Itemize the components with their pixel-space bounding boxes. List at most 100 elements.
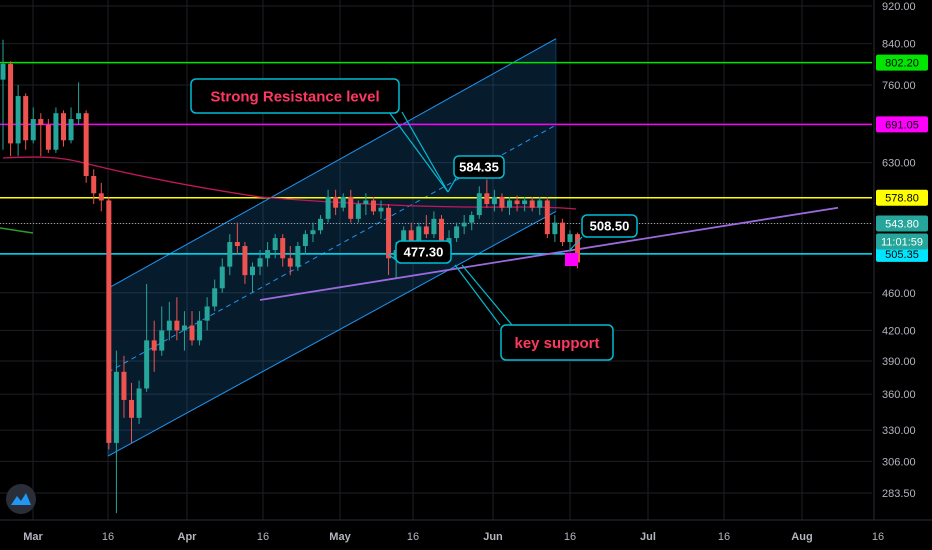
candle[interactable]: [144, 283, 150, 392]
candle[interactable]: [8, 61, 14, 157]
candle[interactable]: [469, 211, 475, 231]
support-trendline: [259, 206, 839, 301]
candle[interactable]: [106, 196, 112, 450]
candle[interactable]: [30, 107, 36, 144]
price-axis[interactable]: 920.00 840.00 760.00 691.05 630.00 578.80 543.…: [873, 0, 928, 520]
candle[interactable]: [522, 196, 528, 212]
candle[interactable]: [83, 110, 89, 183]
candle-body: [189, 325, 195, 341]
candle[interactable]: [280, 234, 286, 267]
candle[interactable]: [136, 380, 142, 424]
candle-body: [113, 371, 119, 443]
candle[interactable]: [287, 246, 293, 276]
candle[interactable]: [60, 110, 66, 147]
time-axis[interactable]: Mar 16 Apr 16 May 16 Jun 16 Jul 16 Aug 16: [0, 519, 932, 543]
price-tick-label: 920.00: [882, 1, 916, 13]
candle[interactable]: [174, 297, 180, 341]
candle[interactable]: [219, 258, 225, 293]
candle[interactable]: [514, 195, 520, 212]
price-marker-477[interactable]: 477.30: [395, 240, 452, 264]
candle[interactable]: [567, 230, 573, 252]
candle[interactable]: [318, 215, 324, 235]
candle[interactable]: [159, 306, 165, 356]
tradingview-logo-icon[interactable]: [6, 484, 36, 514]
candle-body: [514, 200, 520, 205]
candle[interactable]: [325, 189, 331, 223]
candle[interactable]: [45, 119, 51, 153]
candle[interactable]: [386, 204, 392, 276]
candle[interactable]: [91, 169, 97, 205]
candle[interactable]: [484, 179, 490, 208]
candle[interactable]: [529, 196, 535, 212]
candle[interactable]: [461, 215, 467, 235]
candle[interactable]: [151, 320, 157, 372]
candle[interactable]: [98, 182, 104, 212]
candle[interactable]: [234, 222, 240, 255]
price-marker-508-text: 508.50: [590, 219, 630, 234]
candle[interactable]: [181, 311, 187, 351]
support-callout[interactable]: key support: [500, 324, 614, 361]
candle[interactable]: [476, 186, 482, 219]
candle[interactable]: [491, 189, 497, 212]
price-marker-584[interactable]: 584.35: [453, 155, 505, 179]
candle[interactable]: [363, 193, 369, 216]
candle[interactable]: [212, 279, 218, 312]
candle[interactable]: [370, 196, 376, 216]
candle[interactable]: [295, 242, 301, 271]
candle-body: [129, 399, 135, 418]
time-tick-label: Mar: [23, 531, 43, 543]
annotations[interactable]: Strong Resistance level key support 584.35…: [190, 78, 638, 361]
candle[interactable]: [15, 85, 21, 157]
candle-body: [83, 113, 89, 176]
candle[interactable]: [113, 350, 119, 514]
candle[interactable]: [333, 189, 339, 216]
candle[interactable]: [129, 382, 135, 443]
candle[interactable]: [507, 196, 513, 216]
candle[interactable]: [552, 215, 558, 243]
candle[interactable]: [68, 107, 74, 144]
candle[interactable]: [355, 200, 361, 223]
candle-body: [552, 222, 558, 235]
green-ma-fragment: [0, 227, 34, 234]
candle[interactable]: [454, 222, 460, 243]
candle[interactable]: [559, 218, 565, 247]
candle[interactable]: [38, 113, 44, 157]
candle[interactable]: [310, 222, 316, 243]
candle[interactable]: [249, 262, 255, 293]
candle[interactable]: [499, 193, 505, 212]
candle[interactable]: [431, 211, 437, 239]
candle-body: [159, 330, 165, 351]
candle-body: [333, 196, 339, 208]
candle[interactable]: [166, 301, 172, 341]
candle[interactable]: [53, 107, 59, 153]
candle[interactable]: [378, 200, 384, 219]
candle-body: [416, 226, 422, 243]
candle[interactable]: [76, 82, 82, 126]
candle[interactable]: [423, 215, 429, 239]
price-marker-584-box: [453, 155, 505, 179]
candle[interactable]: [272, 234, 278, 259]
candle[interactable]: [348, 189, 354, 223]
candle[interactable]: [197, 311, 203, 346]
candle-body: [98, 193, 104, 201]
candle[interactable]: [340, 193, 346, 212]
resistance-callout[interactable]: Strong Resistance level: [190, 78, 400, 114]
candle[interactable]: [0, 39, 6, 150]
current-price-label: 11:01:59: [881, 237, 923, 249]
candle[interactable]: [189, 311, 195, 346]
price-marker-508[interactable]: 508.50: [581, 214, 638, 238]
candle[interactable]: [121, 355, 127, 418]
candle[interactable]: [544, 196, 550, 239]
candle[interactable]: [227, 234, 233, 276]
resistance-pointer-2: [401, 111, 449, 193]
candle[interactable]: [23, 93, 29, 150]
resistance-pointer: [388, 111, 449, 193]
candle[interactable]: [204, 297, 210, 331]
candle[interactable]: [537, 196, 543, 216]
candle[interactable]: [257, 250, 263, 276]
candle[interactable]: [302, 230, 308, 255]
candle[interactable]: [265, 242, 271, 267]
candle[interactable]: [242, 242, 248, 284]
